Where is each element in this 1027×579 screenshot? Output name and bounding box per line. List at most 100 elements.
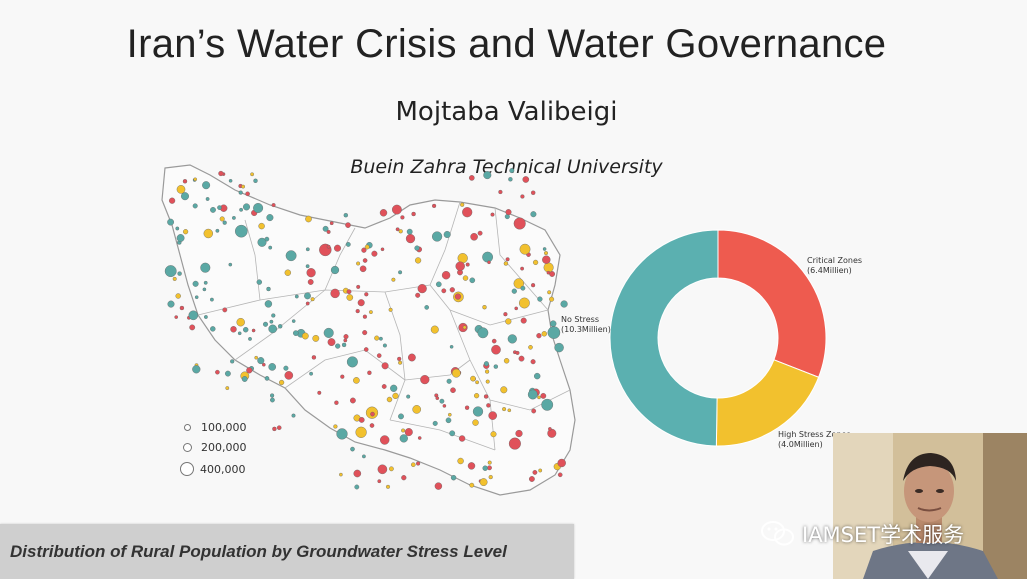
population-dot — [305, 247, 310, 252]
population-dot — [405, 233, 416, 244]
speaker-video[interactable] — [833, 433, 1027, 579]
population-dot — [356, 284, 361, 289]
population-dot — [354, 484, 360, 490]
population-dot — [522, 176, 530, 183]
population-dot — [399, 434, 408, 443]
population-dot — [364, 244, 370, 250]
population-dot — [310, 297, 315, 302]
population-dot — [520, 266, 524, 271]
population-dot — [533, 259, 539, 266]
population-dot — [430, 325, 439, 334]
population-dot — [432, 231, 443, 242]
population-dot — [508, 437, 521, 450]
population-dot — [343, 338, 348, 343]
population-dot — [547, 290, 552, 295]
population-dot — [361, 247, 367, 253]
population-dot — [268, 363, 276, 371]
population-dot — [291, 413, 296, 418]
population-dot — [335, 343, 341, 349]
population-dot — [382, 343, 387, 348]
population-dot — [398, 270, 403, 275]
no-stress-label: No Stress — [561, 315, 600, 324]
population-dot — [294, 294, 299, 299]
population-dot — [434, 482, 443, 490]
population-dot — [439, 398, 445, 404]
population-dot — [230, 359, 235, 364]
population-dot — [317, 390, 322, 395]
population-dot — [507, 334, 517, 344]
population-dot — [503, 261, 509, 266]
population-dot — [378, 336, 383, 341]
population-dot — [167, 300, 175, 308]
population-dot — [264, 236, 270, 242]
population-dot — [498, 189, 503, 195]
population-dot — [258, 222, 265, 230]
population-dot — [450, 387, 456, 393]
population-dot — [442, 404, 447, 408]
population-dot — [401, 475, 407, 481]
stress-donut-chart — [609, 229, 827, 447]
population-dot — [251, 328, 256, 333]
population-dot — [530, 359, 536, 365]
population-dot — [505, 257, 510, 262]
population-dot — [228, 178, 233, 183]
population-dot — [238, 190, 243, 195]
population-dot — [257, 237, 267, 247]
legend-row-small: 100,000 — [180, 418, 247, 436]
population-dot — [446, 378, 452, 384]
population-dot — [502, 407, 507, 412]
population-dot — [176, 234, 185, 242]
population-dot — [284, 371, 294, 380]
population-dot — [241, 376, 248, 382]
population-dot — [175, 226, 180, 231]
population-dot — [284, 269, 292, 276]
population-dot — [377, 479, 382, 484]
population-dot — [482, 465, 488, 471]
population-dot — [486, 403, 491, 408]
author-name: Mojtaba Valibeigi — [395, 97, 618, 127]
population-dot — [305, 264, 310, 269]
population-dot — [346, 294, 354, 301]
population-dot — [339, 472, 343, 477]
population-dot — [541, 398, 554, 411]
population-dot — [483, 361, 489, 367]
population-dot — [225, 370, 231, 377]
population-dot — [276, 425, 282, 431]
population-dot — [488, 411, 498, 420]
no-stress-value: (10.3Millien) — [561, 325, 611, 334]
population-dot — [548, 427, 552, 431]
population-dot — [203, 228, 213, 239]
population-dot — [520, 194, 525, 199]
population-dot — [272, 426, 277, 432]
population-dot — [241, 184, 246, 189]
population-dot — [531, 283, 536, 288]
population-dot — [357, 299, 365, 307]
population-dot — [487, 465, 492, 471]
label-high-stress: High Stress Zones (4.0Millien) — [778, 430, 851, 450]
iran-map — [161, 164, 576, 496]
population-dot — [257, 357, 265, 365]
population-dot — [377, 464, 388, 475]
population-dot — [217, 205, 222, 210]
population-dot — [334, 400, 339, 405]
population-dot — [330, 288, 340, 299]
legend-row-large: 400,000 — [180, 460, 246, 478]
population-dot — [307, 279, 314, 285]
population-dot — [174, 315, 179, 319]
population-dot — [432, 420, 438, 426]
population-dot — [401, 428, 406, 433]
affiliation: Buein Zahra Technical University — [350, 156, 663, 178]
population-dot — [386, 396, 393, 403]
population-dot — [398, 360, 403, 365]
population-dot — [167, 218, 174, 226]
legend-label-small: 100,000 — [201, 420, 247, 434]
population-dot — [305, 215, 312, 223]
population-dot — [472, 419, 479, 426]
population-dot — [417, 436, 422, 440]
population-dot — [291, 319, 296, 323]
population-dot — [451, 368, 461, 378]
population-dot — [361, 454, 366, 459]
population-dot — [205, 197, 210, 201]
population-dot — [505, 318, 512, 325]
